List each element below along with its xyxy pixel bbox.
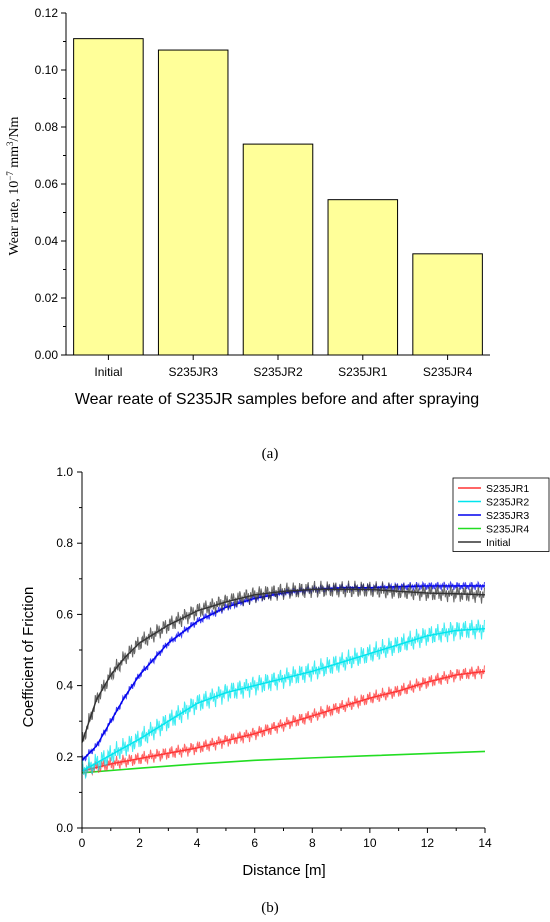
x-tick-label: S235JR1 [338, 365, 388, 379]
bar-group [73, 38, 483, 356]
panel-b-label: (b) [261, 900, 279, 916]
legend-label: Initial [486, 537, 511, 549]
bar-chart-x-ticks: Initial S235JR3 S235JR2 S235JR1 S235JR4 [94, 355, 473, 379]
legend-label: S235JR3 [486, 510, 529, 522]
bar [73, 38, 144, 356]
legend-label: S235JR2 [486, 497, 529, 509]
y-tick-label: 0.08 [35, 120, 59, 134]
y-tick-label: 1.0 [56, 465, 73, 479]
series-line [81, 585, 485, 761]
legend-label: S235JR1 [486, 483, 529, 495]
line-chart-axes [81, 472, 485, 829]
x-tick-label: S235JR4 [423, 365, 473, 379]
x-tick-label: 10 [363, 836, 377, 850]
x-tick-label: 12 [421, 836, 435, 850]
legend-label: S235JR4 [486, 524, 529, 536]
bar [157, 49, 229, 356]
x-tick-label: Initial [94, 365, 122, 379]
x-tick-label: 8 [309, 836, 316, 850]
y-tick-label: 0.12 [35, 6, 59, 20]
bar-chart-x-axis-label: Wear reate of S235JR samples before and … [75, 391, 479, 408]
line-chart-y-ticks: 0.0 0.2 0.4 0.6 0.8 1.0 [56, 465, 82, 835]
y-tick-label: 0.02 [35, 291, 59, 305]
y-tick-label: 0.4 [56, 679, 73, 693]
series-line [81, 588, 486, 743]
series-lines [81, 580, 486, 780]
x-tick-label: 14 [478, 836, 492, 850]
series-noise-band [81, 619, 486, 780]
y-tick-label: 0.2 [56, 750, 73, 764]
x-tick-label: S235JR2 [253, 365, 303, 379]
series-line [81, 627, 486, 772]
y-tick-label: 0.8 [56, 536, 73, 550]
bar [327, 199, 399, 356]
line-chart-y-axis-label: Coefficient of Friction [20, 587, 37, 728]
y-tick-label: 0.0 [56, 821, 73, 835]
y-tick-label: 0.00 [35, 348, 59, 362]
y-tick-label: 0.06 [35, 177, 59, 191]
x-tick-label: 0 [79, 836, 86, 850]
series-noise-band [81, 580, 486, 742]
bar [242, 143, 314, 356]
y-tick-label: 0.04 [35, 234, 59, 248]
line-chart-panel: 0.00.20.40.60.81.0 0 2 4 6 8 10 12 14 S235JR1S2… [20, 465, 550, 916]
x-tick-label: 6 [251, 836, 258, 850]
line-chart-x-ticks: 0 2 4 6 8 10 12 14 [79, 828, 492, 850]
series-line [81, 670, 486, 772]
x-tick-label: 2 [136, 836, 143, 850]
x-tick-label: S235JR3 [169, 365, 219, 379]
line-chart-x-axis-label: Distance [m] [242, 862, 325, 879]
bar-chart-panel: 0.00 0.02 0.04 0.06 0.08 0.10 0.12 Initial S235… [5, 6, 490, 462]
y-tick-label: 0.6 [56, 607, 73, 621]
x-tick-label: 4 [194, 836, 201, 850]
series-line [81, 750, 486, 774]
bar-chart-y-ticks: 0.00 0.02 0.04 0.06 0.08 0.10 0.12 [35, 6, 66, 362]
bar-chart-y-axis-label: Wear rate, 10−7 mm3/Nm [5, 116, 22, 255]
y-tick-label: 0.10 [35, 63, 59, 77]
panel-a-label: (a) [262, 446, 279, 462]
bar [412, 253, 483, 356]
